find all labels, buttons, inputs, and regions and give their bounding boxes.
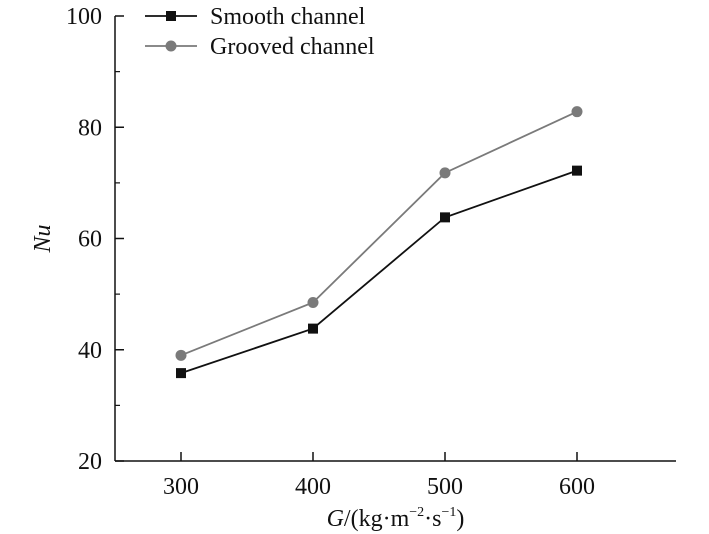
x-tick-label: 400 xyxy=(295,474,331,500)
series-line xyxy=(180,110,578,357)
series-grooved-channel xyxy=(175,106,583,361)
data-point-square xyxy=(440,212,450,223)
y-axis-title: Nu xyxy=(30,224,56,253)
axes xyxy=(114,16,676,462)
legend-label: Smooth channel xyxy=(210,4,366,30)
legend: Smooth channel Grooved channel xyxy=(145,4,375,60)
y-tick-label: 80 xyxy=(78,115,102,141)
ticks: 20 40 60 80 100 300 400 500 600 xyxy=(66,4,595,500)
x-axis-title-exp1: −2 xyxy=(409,505,424,520)
series-smooth-channel xyxy=(176,165,582,379)
x-tick-label: 300 xyxy=(163,474,199,500)
data-point-circle xyxy=(571,106,583,118)
x-axis-title-open: /(kg·m xyxy=(344,506,410,532)
legend-item: Smooth channel xyxy=(145,4,366,30)
y-tick-label: 60 xyxy=(78,227,102,253)
series-line xyxy=(180,169,578,374)
data-point-circle xyxy=(307,296,319,308)
x-axis-title: G/(kg·m−2·s−1) xyxy=(327,505,465,532)
legend-label: Grooved channel xyxy=(210,34,375,60)
x-axis-title-var: G xyxy=(327,506,344,532)
data-point-square xyxy=(176,368,186,379)
legend-marker-square xyxy=(166,11,176,21)
x-tick-label: 500 xyxy=(427,474,463,500)
x-axis-title-close: ) xyxy=(456,506,464,532)
legend-item: Grooved channel xyxy=(145,34,375,60)
data-point-square xyxy=(308,323,318,334)
legend-marker-circle xyxy=(165,40,177,52)
data-point-square xyxy=(572,165,582,176)
x-axis-title-exp2: −1 xyxy=(442,505,457,520)
y-tick-label: 40 xyxy=(78,338,102,364)
x-axis-title-mid: ·s xyxy=(424,506,441,532)
data-point-circle xyxy=(175,349,187,361)
x-tick-label: 600 xyxy=(559,474,595,500)
data-point-circle xyxy=(439,167,451,179)
series xyxy=(175,106,583,379)
y-tick-label: 20 xyxy=(78,449,102,475)
y-tick-label: 100 xyxy=(66,4,102,30)
